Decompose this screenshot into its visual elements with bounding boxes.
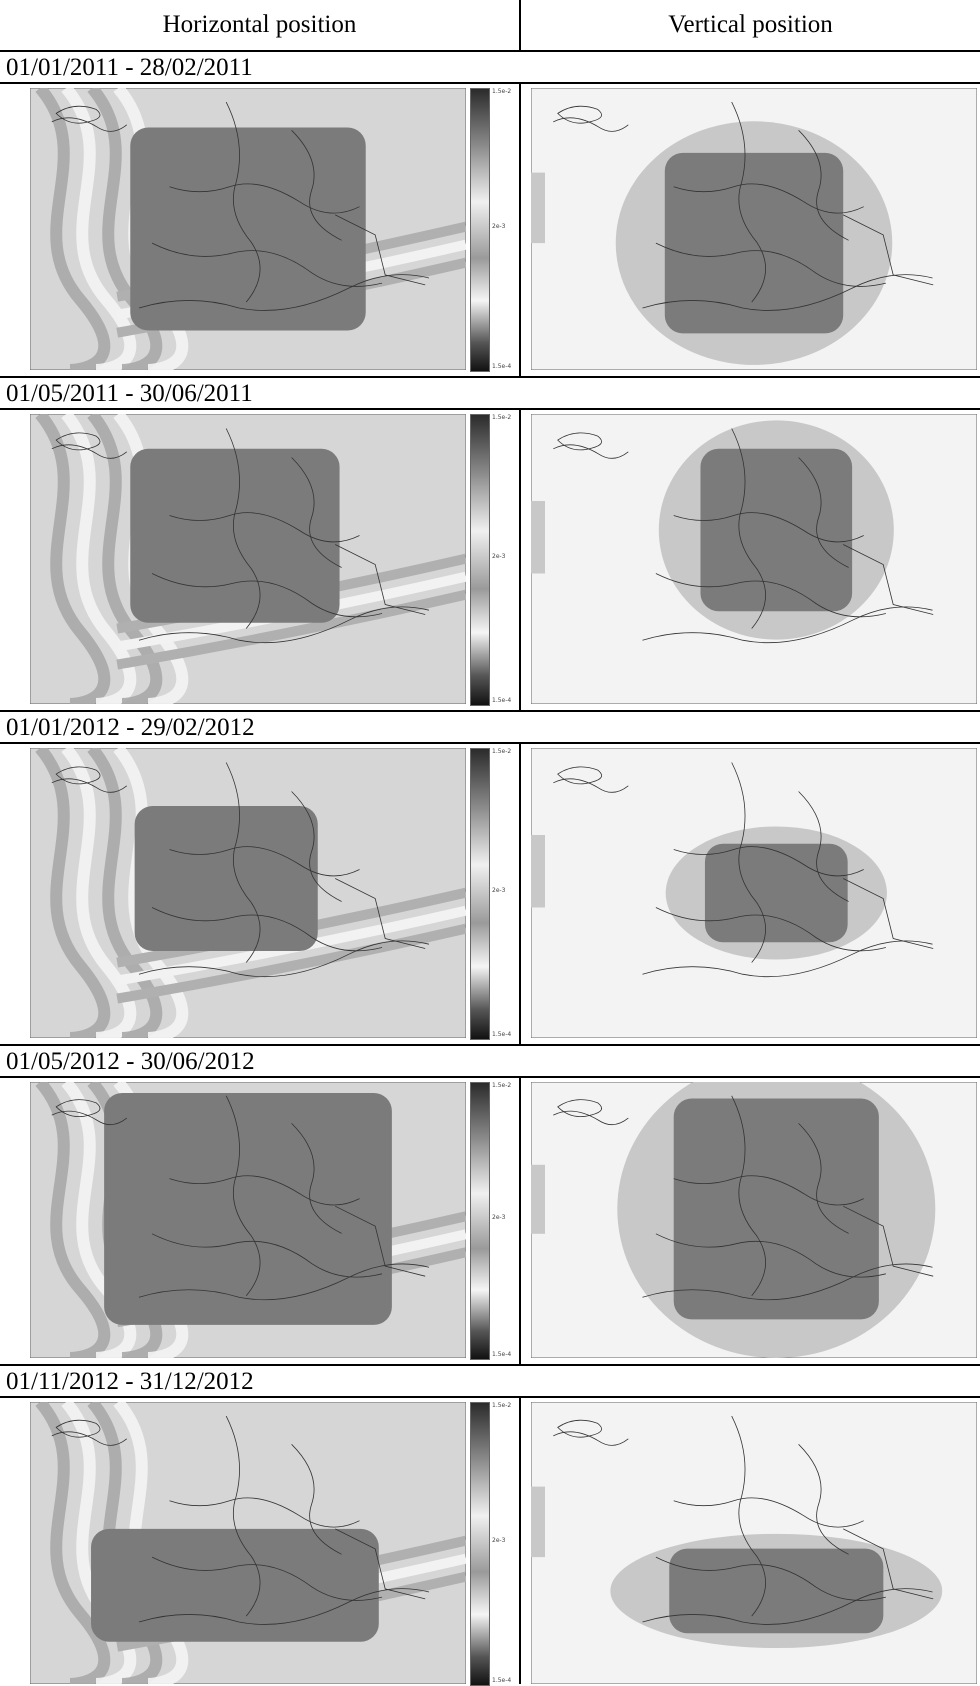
column-header-vertical: Vertical position	[521, 0, 980, 52]
colorbar-tick-bottom: 1.5e-4	[492, 1351, 512, 1358]
period-row: 1.5e-2 2e-3 1.5e-4	[0, 410, 980, 712]
horizontal-map	[30, 1082, 466, 1358]
colorbar-tick-mid: 2e-3	[492, 887, 506, 895]
vertical-map-cell	[521, 410, 980, 710]
colorbar-tick-top: 1.5e-2	[492, 1402, 512, 1409]
colorbar-tick-top: 1.5e-2	[492, 414, 512, 421]
colorbar-tick-top: 1.5e-2	[492, 748, 512, 755]
colorbar-tick-top: 1.5e-2	[492, 88, 512, 95]
period-label: 01/11/2012 - 31/12/2012	[6, 1368, 254, 1395]
vertical-map-cell	[521, 1078, 980, 1364]
colorbar-ticks: 1.5e-2 2e-3 1.5e-4	[492, 1402, 516, 1684]
period-row: 1.5e-2 2e-3 1.5e-4	[0, 84, 980, 378]
colorbar-tick-bottom: 1.5e-4	[492, 363, 512, 370]
colorbar	[470, 88, 490, 372]
vertical-map	[531, 1082, 977, 1358]
colorbar-ticks: 1.5e-2 2e-3 1.5e-4	[492, 88, 516, 370]
period-row: 1.5e-2 2e-3 1.5e-4	[0, 1398, 980, 1686]
colorbar-tick-mid: 2e-3	[492, 223, 506, 231]
period-row: 1.5e-2 2e-3 1.5e-4	[0, 744, 980, 1046]
vertical-map	[531, 414, 977, 704]
colorbar-ticks: 1.5e-2 2e-3 1.5e-4	[492, 1082, 516, 1358]
horizontal-map-cell: 1.5e-2 2e-3 1.5e-4	[0, 1398, 521, 1686]
colorbar	[470, 1402, 490, 1686]
colorbar-tick-bottom: 1.5e-4	[492, 1031, 512, 1038]
vertical-map-cell	[521, 744, 980, 1044]
colorbar-tick-mid: 2e-3	[492, 1537, 506, 1545]
period-band: 01/05/2012 - 30/06/2012	[0, 1046, 980, 1078]
colorbar-tick-mid: 2e-3	[492, 553, 506, 561]
colorbar-tick-top: 1.5e-2	[492, 1082, 512, 1089]
period-band: 01/11/2012 - 31/12/2012	[0, 1366, 980, 1398]
horizontal-map-cell: 1.5e-2 2e-3 1.5e-4	[0, 84, 521, 376]
period-row: 1.5e-2 2e-3 1.5e-4	[0, 1078, 980, 1366]
colorbar	[470, 748, 490, 1040]
vertical-map-cell	[521, 1398, 980, 1684]
horizontal-map-cell: 1.5e-2 2e-3 1.5e-4	[0, 1078, 521, 1364]
vertical-map	[531, 1402, 977, 1684]
period-label: 01/05/2012 - 30/06/2012	[6, 1048, 255, 1075]
vertical-map	[531, 748, 977, 1038]
colorbar-tick-bottom: 1.5e-4	[492, 1677, 512, 1684]
colorbar-ticks: 1.5e-2 2e-3 1.5e-4	[492, 414, 516, 704]
period-band: 01/01/2011 - 28/02/2011	[0, 52, 980, 84]
horizontal-map	[30, 748, 466, 1038]
period-label: 01/01/2012 - 29/02/2012	[6, 714, 255, 741]
period-band: 01/05/2011 - 30/06/2011	[0, 378, 980, 410]
horizontal-map	[30, 1402, 466, 1684]
vertical-map	[531, 88, 977, 370]
horizontal-map	[30, 414, 466, 704]
period-label: 01/05/2011 - 30/06/2011	[6, 380, 253, 407]
colorbar	[470, 1082, 490, 1360]
vertical-map-cell	[521, 84, 980, 376]
colorbar	[470, 414, 490, 706]
column-header-horizontal: Horizontal position	[0, 0, 521, 52]
period-label: 01/01/2011 - 28/02/2011	[6, 54, 253, 81]
colorbar-tick-bottom: 1.5e-4	[492, 697, 512, 704]
horizontal-map-cell: 1.5e-2 2e-3 1.5e-4	[0, 410, 521, 710]
colorbar-tick-mid: 2e-3	[492, 1214, 506, 1222]
colorbar-ticks: 1.5e-2 2e-3 1.5e-4	[492, 748, 516, 1038]
horizontal-map	[30, 88, 466, 370]
period-band: 01/01/2012 - 29/02/2012	[0, 712, 980, 744]
horizontal-map-cell: 1.5e-2 2e-3 1.5e-4	[0, 744, 521, 1044]
